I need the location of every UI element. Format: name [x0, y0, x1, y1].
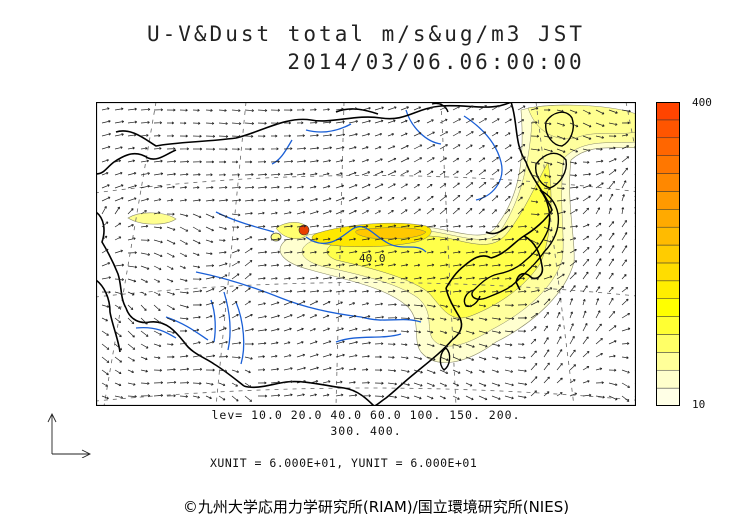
unit-scale-note: XUNIT = 6.000E+01, YUNIT = 6.000E+01 [210, 456, 478, 470]
contour-levels: lev= 10.0 20.0 40.0 60.0 100. 150. 200. [211, 408, 521, 422]
colorbar-swatch [656, 173, 680, 192]
dust-wind-map: 40.0 [96, 102, 636, 406]
wind-arrows [101, 105, 636, 402]
colorbar-swatch [656, 102, 680, 121]
axes-arrows-icon [47, 412, 92, 458]
colorbar-min-label: 10 [692, 398, 706, 411]
dust-plume [127, 104, 636, 363]
rivers [135, 109, 503, 365]
islands [431, 102, 574, 371]
colorbar-swatch [656, 280, 680, 299]
colorbar-swatch [656, 155, 680, 174]
chart-title: U-V&Dust total m/s&ug/m3 JST [146, 22, 585, 46]
colorbar-swatch [656, 298, 680, 317]
colorbar-swatch [656, 244, 680, 264]
colorbar-swatch [656, 209, 680, 228]
colorbar-swatch [656, 316, 680, 335]
graticule [96, 102, 636, 406]
copyright-credit: ©九州大学応用力学研究所(RIAM)/国立環境研究所(NIES) [182, 498, 570, 516]
colorbar-swatch [656, 369, 680, 389]
colorbar-swatch [656, 262, 680, 282]
chart-datetime: 2014/03/06.06:00:00 [287, 50, 585, 74]
colorbar [656, 102, 680, 406]
contour-label: 40.0 [359, 252, 386, 265]
colorbar-swatch [656, 137, 680, 156]
colorbar-frame [656, 102, 680, 406]
contour-levels-cont: 300. 400. [330, 424, 402, 438]
colorbar-swatch [656, 387, 680, 406]
colorbar-swatch [656, 119, 680, 139]
colorbar-swatch [656, 352, 680, 371]
colorbar-swatch [656, 191, 680, 210]
colorbar-swatch [656, 226, 680, 246]
colorbar-max-label: 400 [692, 96, 712, 109]
colorbar-swatch [656, 334, 680, 353]
wind-vector-field [101, 105, 636, 402]
